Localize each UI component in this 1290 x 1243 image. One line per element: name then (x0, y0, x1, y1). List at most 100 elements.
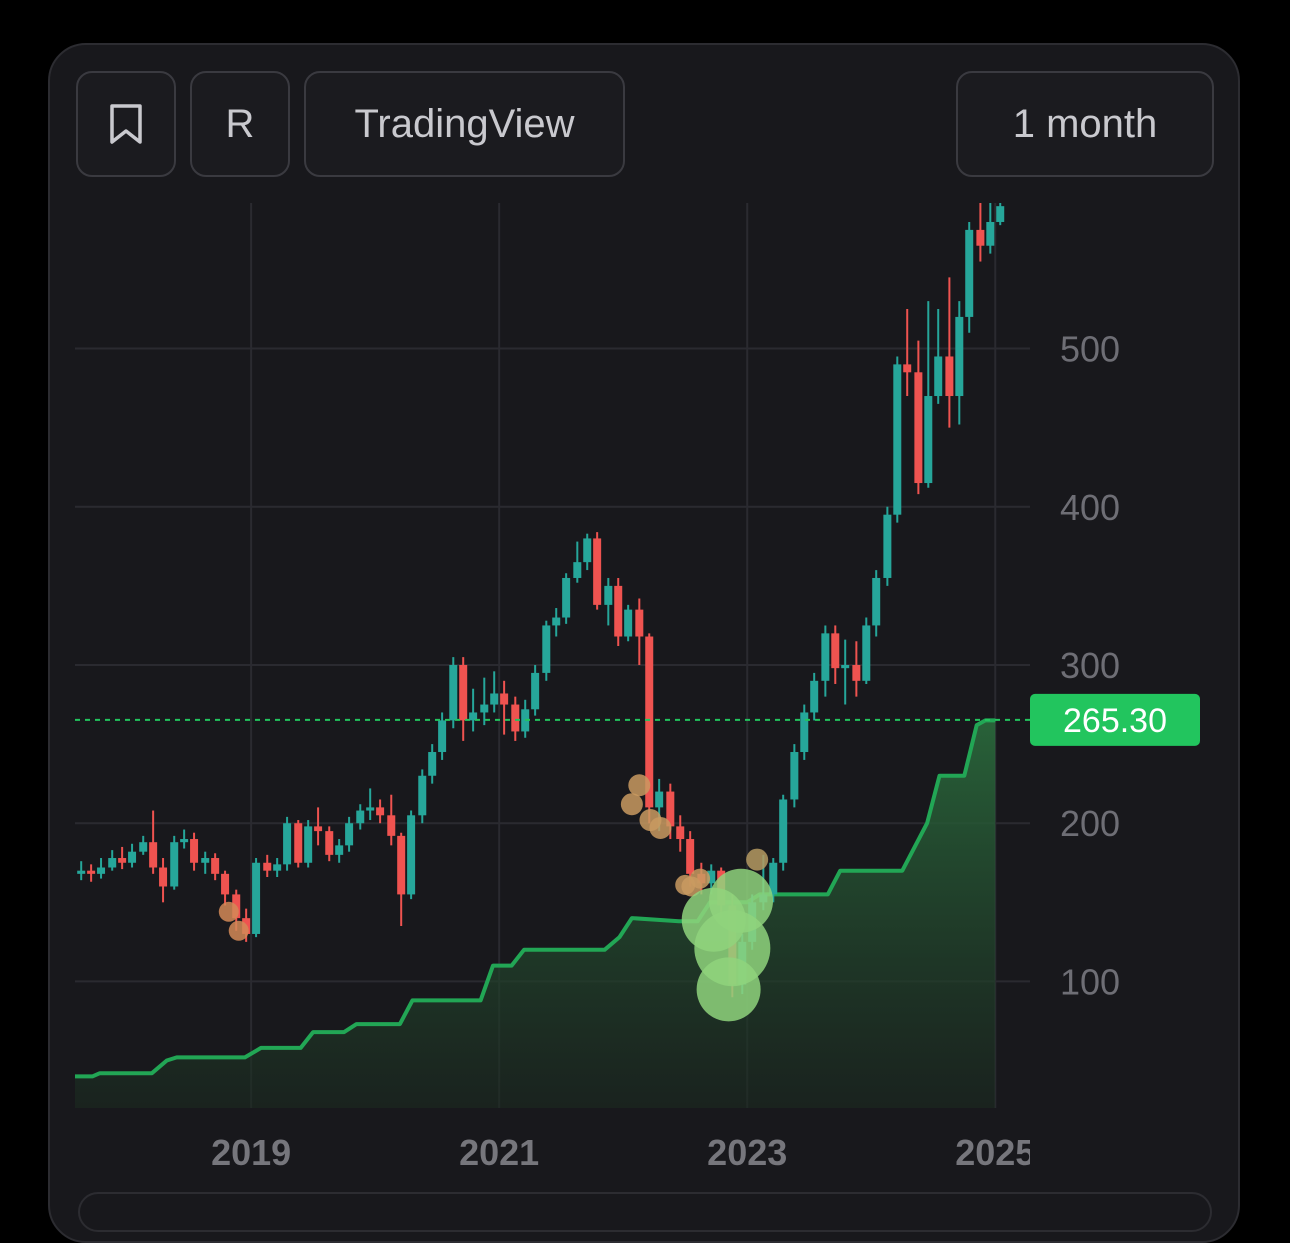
candle-body (790, 752, 799, 800)
candle-body (87, 870, 96, 874)
candle-body (314, 826, 323, 832)
chart: 100 200 300 400 500 265.30 2019 2021 2023 2025 (75, 203, 1200, 1173)
candle-body (624, 609, 633, 637)
bubble (620, 793, 643, 816)
candle-body (304, 826, 313, 863)
candle-body (397, 835, 406, 895)
period-button[interactable]: 1 month (956, 71, 1214, 177)
x-tick-label: 2021 (459, 1132, 539, 1173)
candle-body (604, 585, 613, 605)
candle-body (480, 704, 489, 713)
candle-body (821, 633, 830, 681)
candle-body (159, 867, 168, 887)
candle-body (325, 831, 334, 855)
candle-body (645, 636, 654, 808)
candle-body (800, 712, 809, 753)
candle-body (511, 704, 520, 732)
candle-body (862, 625, 871, 681)
candle-body (428, 752, 437, 776)
bubble (696, 957, 761, 1022)
candle-body (976, 229, 985, 246)
candle-body (170, 842, 179, 887)
candle-body (149, 842, 158, 868)
candle-body (211, 858, 220, 874)
candle-body (542, 625, 551, 673)
page: {"header": {"buttons": ["R", "TradingVie… (48, 43, 1240, 1243)
y-tick-label: 400 (1060, 487, 1120, 528)
candle-body (779, 799, 788, 863)
candle-body (376, 807, 385, 816)
candle-body (459, 664, 468, 721)
candle-body (97, 867, 106, 874)
candle-body (500, 693, 509, 705)
candle-body (769, 862, 778, 895)
bubble (218, 901, 239, 922)
candle-body (190, 839, 199, 863)
bubble (628, 774, 651, 797)
candle-body (118, 858, 127, 863)
candle-body (294, 823, 303, 863)
candle-body (128, 851, 137, 863)
candle-body (562, 577, 571, 618)
candle-body (77, 870, 86, 874)
candle-body (108, 858, 117, 868)
candle-body (449, 664, 458, 721)
bookmark-button[interactable] (76, 71, 176, 177)
candle-body (986, 221, 995, 246)
candle-body (438, 720, 447, 753)
source-button[interactable]: TradingView (304, 71, 625, 177)
candle-body (335, 845, 344, 855)
x-tick-label: 2019 (211, 1132, 291, 1173)
bubble (228, 920, 249, 941)
bubble (649, 816, 672, 839)
candle-body (831, 633, 840, 669)
candle-body (418, 775, 427, 816)
candle-body (914, 372, 923, 484)
candle-body (686, 839, 695, 874)
candle-body (996, 206, 1005, 222)
candle-body (180, 839, 189, 843)
bubble (690, 868, 711, 889)
candle-body (707, 870, 716, 884)
candle-body (614, 585, 623, 637)
candle-body (883, 514, 892, 578)
y-tick-label: 500 (1060, 329, 1120, 370)
candle-body (273, 864, 282, 871)
candle-body (872, 577, 881, 626)
last-price-tag (1030, 693, 1200, 746)
candle-body (666, 791, 675, 827)
candle-body (366, 807, 375, 811)
candle-body (356, 810, 365, 824)
candle-body (852, 664, 861, 681)
candle-body (252, 862, 261, 934)
symbol-button[interactable]: R (190, 71, 290, 177)
line (75, 718, 996, 1079)
candle-body (655, 791, 664, 808)
candle-body (965, 229, 974, 317)
x-tick-label: 2025 (955, 1132, 1035, 1173)
candle-body (531, 672, 540, 710)
last-price-label: 265.30 (1063, 702, 1167, 740)
candle-body (221, 873, 230, 895)
candle-body (955, 316, 964, 397)
candle-body (407, 815, 416, 895)
candle-body (139, 842, 148, 852)
candle-body (283, 823, 292, 865)
candle-body (893, 364, 902, 515)
x-tick-label: 2023 (707, 1132, 787, 1173)
candle-body (945, 356, 954, 397)
candle-body (469, 712, 478, 721)
candle-body (573, 562, 582, 578)
bubble (746, 848, 769, 871)
candle-body (810, 680, 819, 713)
candle-body (583, 538, 592, 563)
y-tick-label: 300 (1060, 645, 1120, 686)
candle-body (552, 617, 561, 626)
candle-body (263, 862, 272, 871)
candle-body (593, 538, 602, 605)
candle-body (903, 364, 912, 373)
candle-body (635, 609, 644, 637)
candle-body (924, 396, 933, 484)
y-tick-label: 200 (1060, 803, 1120, 844)
candle-body (387, 815, 396, 836)
